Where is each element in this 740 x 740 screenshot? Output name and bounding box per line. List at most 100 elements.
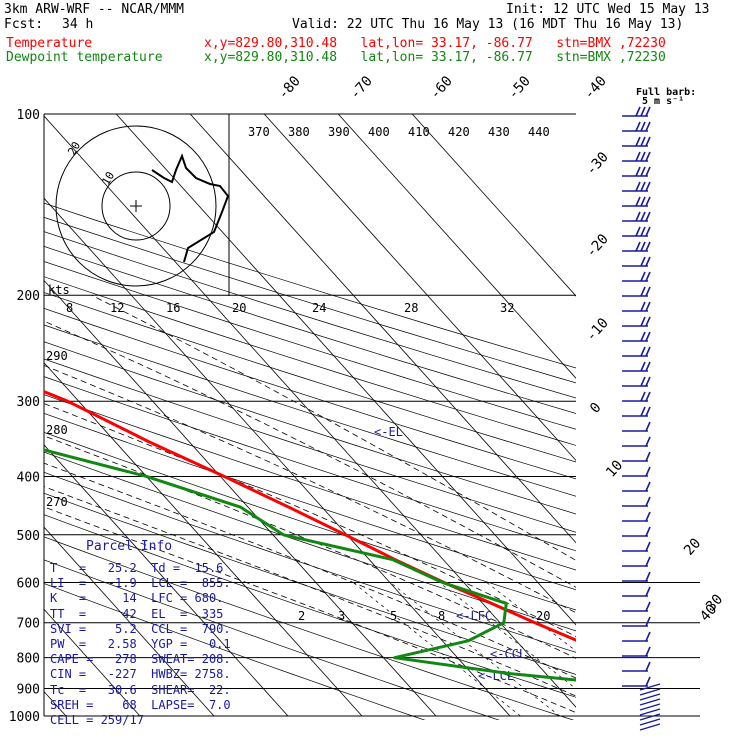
mixing-ratio-label: 3 xyxy=(338,609,345,623)
barb-flag xyxy=(645,571,651,582)
barb-flag xyxy=(645,436,651,447)
barb-flag xyxy=(645,421,651,432)
barb-flag xyxy=(640,181,646,192)
wind-barb xyxy=(622,151,651,162)
wind-barb xyxy=(622,106,651,117)
model-title: 3km ARW-WRF -- NCAR/MMM xyxy=(4,2,185,17)
barb-flag xyxy=(635,136,641,147)
hodograph: 10 20 kts 8 12 16 20 24 28 32 xyxy=(48,114,514,315)
parcel-row: CIN = -227 HWBZ= 2758. xyxy=(50,667,231,682)
wind-barb xyxy=(622,526,651,537)
barb-flag xyxy=(645,166,651,177)
barb-flag xyxy=(645,196,651,207)
pressure-label-600: 600 xyxy=(17,576,40,591)
moist-adiabat-line xyxy=(44,486,576,697)
dry-adiabat-line xyxy=(44,202,576,369)
dry-adiabat-line xyxy=(44,308,576,480)
parcel-row: CELL = 259/17 xyxy=(50,713,144,727)
level-marker: <-CCL xyxy=(490,647,526,661)
barb-flag xyxy=(635,226,641,237)
barb-flag xyxy=(645,631,651,642)
barb-flag xyxy=(635,106,641,117)
hodograph-speed-label: 16 xyxy=(166,301,180,315)
dry-adiabat-line xyxy=(44,412,576,591)
wind-barb xyxy=(622,616,651,627)
parcel-info-panel: Parcel Info T = 25.2 Td = 15.6 LI = -1.9 … xyxy=(44,537,234,727)
barb-flag xyxy=(645,466,651,477)
isotherm-line xyxy=(44,279,437,717)
barb-flag xyxy=(645,286,651,297)
barb-flag xyxy=(645,181,651,192)
mixing-ratio-label: 5 xyxy=(390,609,397,623)
wind-barb xyxy=(622,196,651,207)
barb-flag xyxy=(645,376,651,387)
dewpoint-line xyxy=(44,448,576,682)
hodograph-speed-label: 32 xyxy=(500,301,514,315)
moist-adiabat-line xyxy=(91,294,576,561)
sounding-series xyxy=(44,389,576,682)
barb-flag xyxy=(635,196,641,207)
isotherm-line xyxy=(44,197,511,717)
barb-flag xyxy=(640,316,646,327)
wind-barb-low xyxy=(639,683,661,691)
wind-barb-low xyxy=(639,693,661,701)
barb-flag xyxy=(645,241,651,252)
dry-adiabat-line xyxy=(44,276,576,446)
isobar-lines xyxy=(43,113,700,717)
barb-note-1: Full barb: xyxy=(636,87,696,98)
hodograph-speed-label: 28 xyxy=(404,301,418,315)
wind-barb-low xyxy=(639,688,661,696)
wind-barb xyxy=(622,631,651,642)
wind-barb xyxy=(622,496,651,507)
theta-e-label: 400 xyxy=(368,125,390,139)
pressure-label-500: 500 xyxy=(17,529,40,544)
wind-barb xyxy=(622,316,651,327)
dry-adiabat-line xyxy=(44,583,426,720)
isotherm-label: -60 xyxy=(427,73,456,103)
pressure-label-400: 400 xyxy=(17,470,40,485)
barb-flag xyxy=(645,601,651,612)
wind-barb xyxy=(622,601,651,612)
dry-adiabat-line xyxy=(44,324,576,497)
barb-flag xyxy=(640,151,646,162)
wind-barb xyxy=(622,466,651,477)
barb-flag xyxy=(645,406,651,417)
mixing-ratio-line xyxy=(352,582,521,717)
theta-e-label: 390 xyxy=(328,125,350,139)
barb-flag xyxy=(635,211,641,222)
barb-flag xyxy=(640,346,646,357)
hodograph-ring-label: 20 xyxy=(65,140,83,158)
parcel-row: SVI = 5.2 CCL = 790. xyxy=(50,621,231,636)
moist-adiabat-line xyxy=(44,506,576,714)
moist-adiabat-line xyxy=(44,365,576,614)
wind-barb xyxy=(622,121,651,132)
parcel-row: Tc = 30.6 SHEAR= 22. xyxy=(50,682,231,697)
barb-flag xyxy=(635,166,641,177)
isotherm-label: -20 xyxy=(583,231,612,261)
theta-label: 290 xyxy=(46,349,68,363)
dry-adiabat-line xyxy=(44,492,576,675)
barb-flag xyxy=(645,451,651,462)
isotherm-line xyxy=(263,114,576,462)
isotherm-label: -80 xyxy=(275,73,304,103)
barb-flag xyxy=(645,646,651,657)
wind-barb xyxy=(622,256,651,267)
barb-flag xyxy=(645,541,651,552)
wind-barb xyxy=(622,571,651,582)
wind-barb xyxy=(622,346,651,357)
wind-barb-low xyxy=(639,723,661,731)
wind-barb xyxy=(622,391,651,402)
barb-flag xyxy=(645,616,651,627)
theta-label: 270 xyxy=(46,495,68,509)
parcel-info-title: Parcel Info xyxy=(86,539,173,554)
dry-adiabat-line xyxy=(44,536,575,720)
wind-barb xyxy=(622,301,651,312)
wind-barb-low xyxy=(639,708,661,716)
barb-flag xyxy=(640,376,646,387)
isotherm-label: 0 xyxy=(587,400,605,417)
parcel-row: T = 25.2 Td = 15.6 xyxy=(50,561,224,575)
dry-adiabat-line xyxy=(44,471,576,653)
wind-barb xyxy=(622,271,651,282)
pressure-label-1000: 1000 xyxy=(9,710,40,725)
